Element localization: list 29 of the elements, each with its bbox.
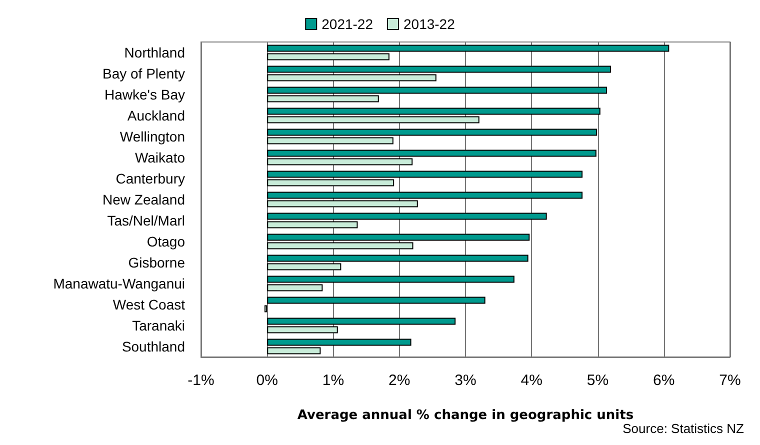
x-axis-title: Average annual % change in geographic units bbox=[297, 408, 634, 423]
x-tick-label: 5% bbox=[586, 372, 609, 389]
y-tick-label: Northland bbox=[124, 44, 185, 60]
legend-label: 2013-22 bbox=[404, 16, 456, 32]
y-tick-label: Bay of Plenty bbox=[102, 66, 185, 82]
x-tick-label: 0% bbox=[256, 372, 278, 389]
x-tick-label: 1% bbox=[322, 372, 344, 389]
y-tick-label: Wellington bbox=[120, 128, 185, 144]
legend-label: 2021-22 bbox=[322, 16, 374, 32]
y-tick-label: New Zealand bbox=[102, 192, 185, 208]
y-tick-label: Auckland bbox=[127, 108, 185, 124]
y-tick-label: Canterbury bbox=[116, 170, 185, 186]
bar bbox=[267, 296, 486, 304]
x-tick-label: 4% bbox=[520, 372, 542, 389]
x-tick-label: 3% bbox=[454, 372, 476, 389]
y-tick-label: Southland bbox=[122, 338, 185, 354]
x-tick-label: 2% bbox=[388, 372, 410, 389]
y-tick-label: Gisborne bbox=[128, 254, 186, 270]
y-tick-label: Hawke's Bay bbox=[104, 86, 185, 102]
x-tick-label: 6% bbox=[653, 372, 675, 389]
y-tick-label: Otago bbox=[146, 234, 186, 250]
y-tick-label: Waikato bbox=[134, 150, 186, 166]
y-tick-label: Taranaki bbox=[132, 318, 185, 334]
y-tick-label: West Coast bbox=[112, 296, 186, 312]
y-tick-label: Manawatu-Wanganui bbox=[53, 276, 185, 292]
x-tick-label: 7% bbox=[719, 372, 741, 389]
source-note: Source: Statistics NZ bbox=[622, 421, 744, 436]
x-tick-label: -1% bbox=[188, 372, 214, 389]
y-tick-label: Tas/Nel/Marl bbox=[107, 212, 185, 228]
